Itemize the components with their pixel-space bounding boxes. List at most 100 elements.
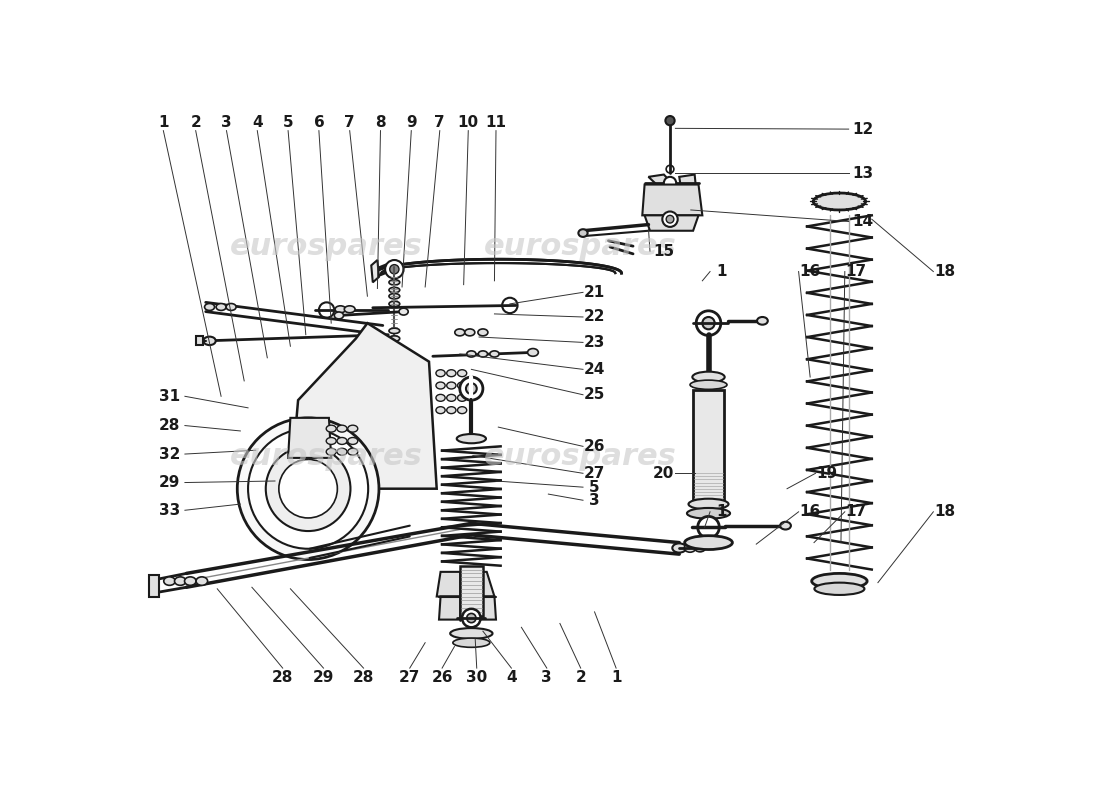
Ellipse shape — [757, 317, 768, 325]
Text: 18: 18 — [934, 504, 956, 519]
Ellipse shape — [686, 508, 730, 518]
Ellipse shape — [436, 382, 446, 389]
Text: 32: 32 — [158, 446, 180, 462]
Ellipse shape — [337, 425, 346, 432]
Ellipse shape — [447, 382, 455, 389]
Ellipse shape — [216, 303, 227, 310]
Text: eurospares: eurospares — [484, 442, 678, 471]
Ellipse shape — [690, 380, 727, 390]
Ellipse shape — [528, 349, 538, 356]
Text: 12: 12 — [851, 122, 873, 137]
Text: 6: 6 — [314, 115, 324, 130]
Polygon shape — [642, 185, 703, 215]
Ellipse shape — [672, 543, 686, 553]
Text: 16: 16 — [800, 504, 821, 519]
Ellipse shape — [389, 328, 399, 334]
Ellipse shape — [436, 406, 446, 414]
Circle shape — [387, 354, 403, 370]
Ellipse shape — [458, 406, 466, 414]
Ellipse shape — [453, 638, 490, 647]
Text: 19: 19 — [816, 466, 838, 481]
Ellipse shape — [436, 394, 446, 402]
Text: 31: 31 — [158, 389, 180, 404]
Circle shape — [666, 116, 674, 126]
Circle shape — [663, 177, 676, 189]
Text: 24: 24 — [584, 362, 605, 377]
Text: 2: 2 — [575, 670, 586, 685]
Polygon shape — [288, 418, 331, 458]
Text: 1: 1 — [158, 115, 168, 130]
Ellipse shape — [185, 577, 196, 586]
Circle shape — [502, 298, 518, 313]
Text: 4: 4 — [506, 670, 517, 685]
Text: 16: 16 — [800, 264, 821, 279]
Text: 10: 10 — [458, 115, 478, 130]
Ellipse shape — [579, 230, 587, 237]
Ellipse shape — [348, 438, 358, 445]
Ellipse shape — [205, 303, 214, 310]
Text: 8: 8 — [375, 115, 386, 130]
Polygon shape — [437, 572, 495, 597]
Ellipse shape — [477, 329, 488, 336]
Bar — [460, 566, 483, 616]
Text: 7: 7 — [434, 115, 446, 130]
Ellipse shape — [684, 536, 733, 550]
Ellipse shape — [695, 544, 705, 552]
Ellipse shape — [327, 425, 337, 432]
Ellipse shape — [813, 193, 866, 210]
Ellipse shape — [334, 312, 343, 319]
Circle shape — [238, 418, 378, 559]
Ellipse shape — [436, 370, 446, 377]
Ellipse shape — [336, 306, 345, 313]
Ellipse shape — [389, 280, 399, 285]
Bar — [150, 575, 158, 597]
Polygon shape — [290, 323, 437, 489]
Circle shape — [697, 517, 719, 538]
Text: 3: 3 — [590, 493, 600, 508]
Ellipse shape — [490, 351, 499, 357]
Text: 25: 25 — [584, 387, 605, 402]
Ellipse shape — [458, 382, 466, 389]
Polygon shape — [649, 174, 675, 190]
Text: 20: 20 — [653, 466, 674, 481]
Ellipse shape — [478, 351, 487, 357]
Ellipse shape — [465, 329, 475, 336]
Ellipse shape — [227, 303, 236, 310]
Text: 17: 17 — [846, 264, 867, 279]
Text: 1: 1 — [716, 264, 727, 279]
Ellipse shape — [175, 577, 186, 586]
Ellipse shape — [458, 370, 466, 377]
Text: 3: 3 — [221, 115, 232, 130]
Ellipse shape — [447, 394, 455, 402]
Ellipse shape — [327, 448, 337, 455]
Text: 4: 4 — [252, 115, 263, 130]
Circle shape — [385, 260, 404, 278]
Ellipse shape — [814, 582, 865, 595]
Text: 23: 23 — [584, 335, 605, 350]
Circle shape — [462, 609, 481, 627]
Text: 5: 5 — [590, 480, 600, 494]
Circle shape — [466, 614, 476, 622]
Circle shape — [279, 459, 338, 518]
Polygon shape — [645, 215, 698, 230]
Text: 2: 2 — [190, 115, 201, 130]
Polygon shape — [196, 336, 204, 346]
Text: 28: 28 — [353, 670, 374, 685]
Text: 5: 5 — [283, 115, 294, 130]
Ellipse shape — [348, 425, 358, 432]
Polygon shape — [680, 174, 696, 190]
Text: 14: 14 — [851, 214, 873, 229]
Text: 28: 28 — [158, 418, 180, 433]
Ellipse shape — [689, 498, 728, 510]
Circle shape — [249, 429, 368, 549]
Ellipse shape — [389, 294, 399, 299]
Text: 26: 26 — [584, 439, 605, 454]
Text: eurospares: eurospares — [484, 233, 678, 262]
Polygon shape — [439, 597, 496, 619]
Ellipse shape — [389, 287, 399, 293]
Text: 29: 29 — [158, 475, 180, 490]
Text: 11: 11 — [485, 115, 506, 130]
Circle shape — [266, 446, 351, 531]
Ellipse shape — [164, 577, 175, 586]
Circle shape — [466, 383, 476, 394]
